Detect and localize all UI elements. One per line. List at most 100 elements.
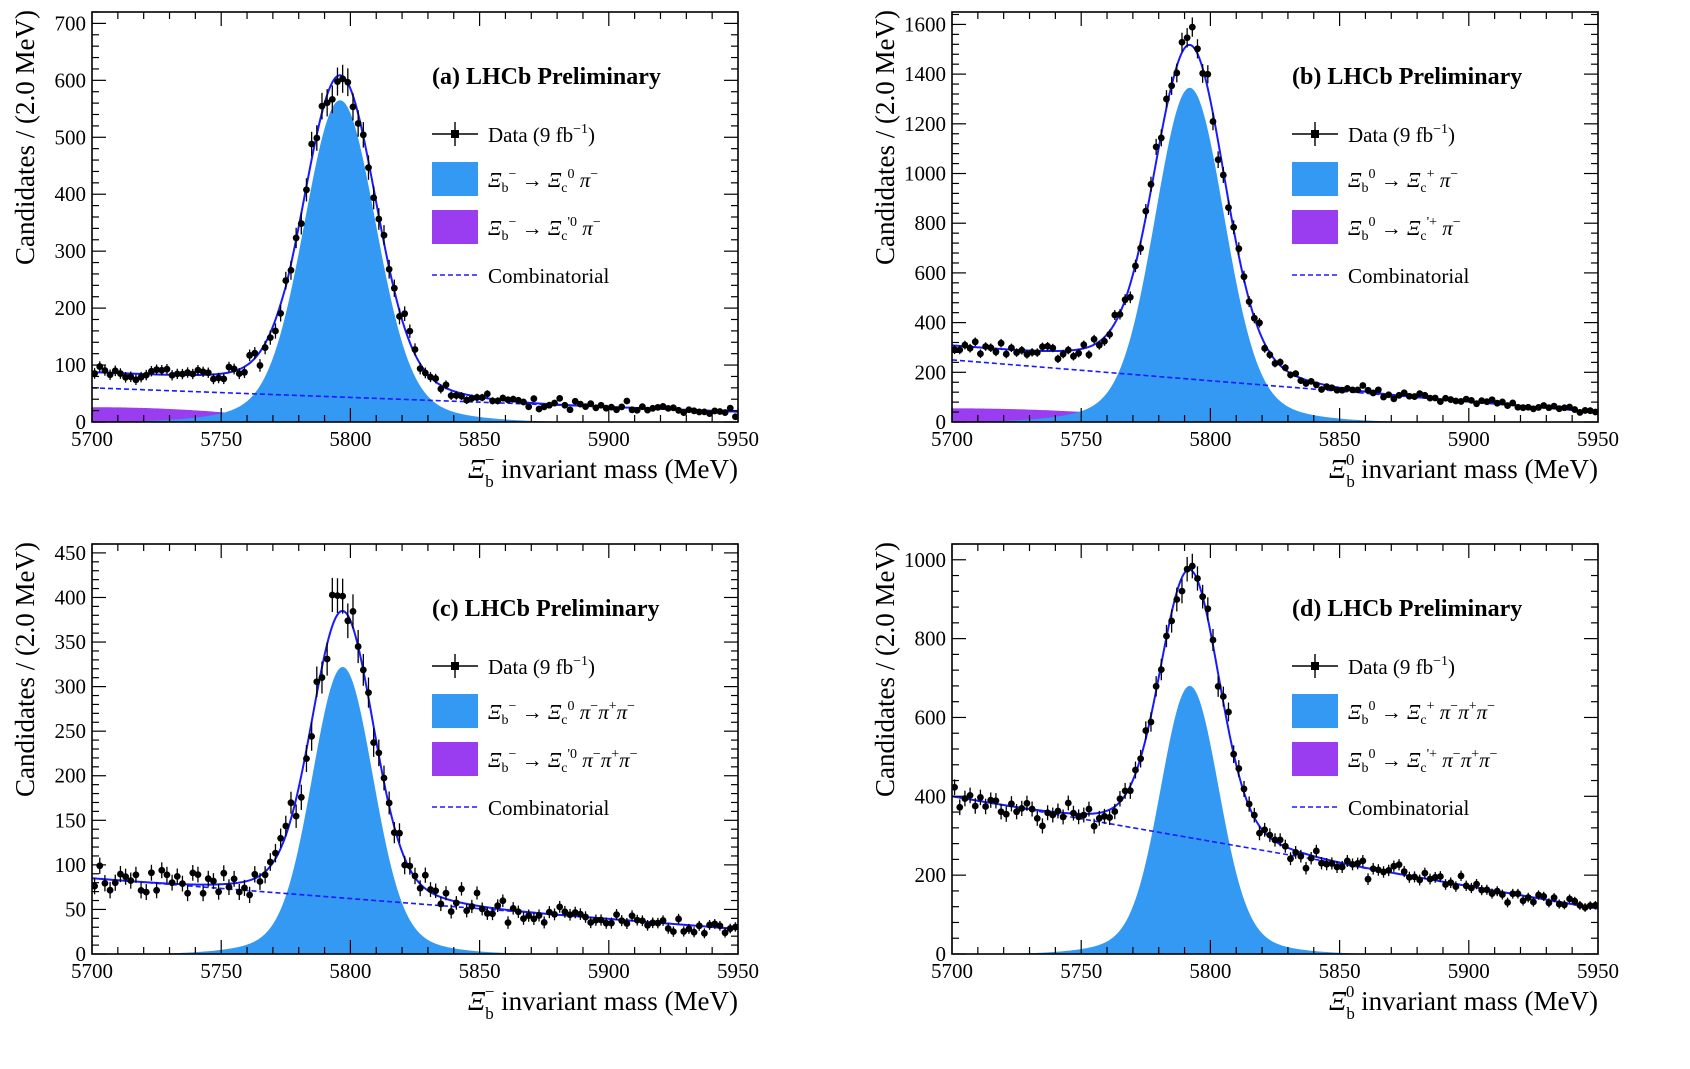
data-point-marker (1106, 330, 1114, 338)
data-point-marker (716, 922, 724, 930)
data-point (1483, 884, 1491, 895)
data-point (509, 395, 517, 403)
data-point-marker (1411, 393, 1418, 400)
data-point (199, 366, 207, 377)
data-point (1194, 39, 1201, 59)
data-point (1535, 404, 1542, 411)
data-point (1416, 390, 1424, 398)
y-axis: 0 100 200 300 400 500 600 700 (55, 11, 738, 434)
data-point (685, 406, 693, 414)
data-point-marker (1235, 765, 1243, 772)
data-point-marker (675, 406, 682, 414)
data-point (685, 923, 693, 935)
data-point-marker (1436, 398, 1444, 405)
data-point-marker (1421, 391, 1429, 399)
data-point (1323, 858, 1331, 871)
data-point (318, 92, 326, 120)
data-point-marker (261, 871, 269, 879)
data-point-marker (1431, 873, 1439, 881)
data-point (545, 906, 553, 919)
data-point (344, 68, 352, 97)
data-point-marker (597, 916, 605, 924)
data-point (375, 208, 383, 230)
data-point-marker (1405, 873, 1413, 881)
data-point (421, 867, 429, 883)
data-point-marker (478, 905, 486, 913)
data-point-marker (1555, 900, 1563, 908)
data-point (313, 125, 321, 151)
data-point-marker (711, 407, 719, 415)
data-point (122, 868, 129, 885)
legend: (a) LHCb Preliminary Data (9 fb−1) Ξb− → Ξ… (432, 64, 661, 288)
data-point (556, 394, 564, 402)
data-point (344, 603, 352, 639)
data-point-marker (971, 802, 979, 810)
data-point-marker (1090, 335, 1098, 343)
data-point (1493, 399, 1501, 407)
x-tick-label: 5950 (1577, 959, 1619, 983)
data-point (1199, 584, 1207, 609)
data-point-marker (256, 362, 264, 369)
data-point (427, 372, 434, 383)
data-point (1008, 343, 1015, 353)
data-point-marker (489, 397, 496, 405)
data-point (303, 745, 310, 773)
data-point (1168, 76, 1176, 95)
data-point (1431, 871, 1439, 883)
data-point-marker (623, 920, 631, 927)
legend-combinatorial-label: Combinatorial (1348, 264, 1469, 288)
data-point (1126, 782, 1134, 799)
data-point (111, 365, 119, 377)
data-point-marker (1535, 404, 1542, 411)
x-axis: 5700 5750 5800 5850 5900 5950 (71, 544, 759, 983)
data-point-marker (613, 911, 620, 918)
data-point-marker (530, 395, 538, 403)
data-point-marker (339, 75, 347, 83)
data-point (1023, 350, 1031, 359)
data-point (1307, 852, 1315, 865)
data-point (1519, 895, 1527, 906)
y-tick-label: 200 (55, 764, 87, 788)
data-point (235, 884, 243, 900)
data-point (323, 642, 331, 676)
legend-item-combinatorial: Combinatorial (1292, 796, 1469, 820)
data-point (1132, 259, 1139, 273)
data-point (1090, 818, 1098, 834)
data-point-marker (1121, 296, 1129, 304)
data-point-marker (204, 369, 212, 377)
data-point-marker (1452, 397, 1460, 405)
data-point-marker (664, 925, 672, 932)
data-point-marker (659, 403, 667, 410)
data-point-marker (732, 413, 738, 421)
data-point (494, 899, 502, 913)
data-point (1323, 383, 1331, 391)
data-point-marker (1462, 882, 1470, 890)
data-point (106, 882, 114, 899)
data-point (997, 804, 1005, 820)
data-point (1581, 903, 1589, 912)
data-point-marker (1142, 207, 1150, 215)
data-point (282, 271, 290, 290)
data-point (1462, 880, 1470, 891)
y-tick-label: 300 (55, 675, 87, 699)
data-point-marker (282, 822, 290, 830)
data-point (1504, 897, 1511, 908)
chart-svg-b: 5700 5750 5800 5850 5900 5950 0 200 400 600 800 100… (870, 10, 1619, 491)
data-point (489, 397, 496, 405)
data-point-marker (308, 732, 316, 740)
data-point-marker (163, 365, 171, 373)
data-point-marker (1390, 862, 1398, 870)
data-point (1287, 371, 1294, 379)
data-point-marker (1524, 403, 1532, 411)
legend-item-signal: Ξb− → Ξc0 π−π+π− (432, 694, 635, 728)
x-tick-label: 5700 (931, 427, 973, 451)
x-tick-label: 5850 (459, 427, 501, 451)
data-point (308, 721, 316, 751)
legend-signal-label: Ξb0 → Ξc+ π−π+π− (1348, 699, 1495, 728)
data-point-marker (463, 907, 471, 915)
data-point-marker (344, 78, 352, 86)
data-point (1142, 203, 1150, 219)
data-point (716, 408, 724, 415)
data-point (721, 409, 729, 416)
data-point-marker (1023, 351, 1031, 358)
